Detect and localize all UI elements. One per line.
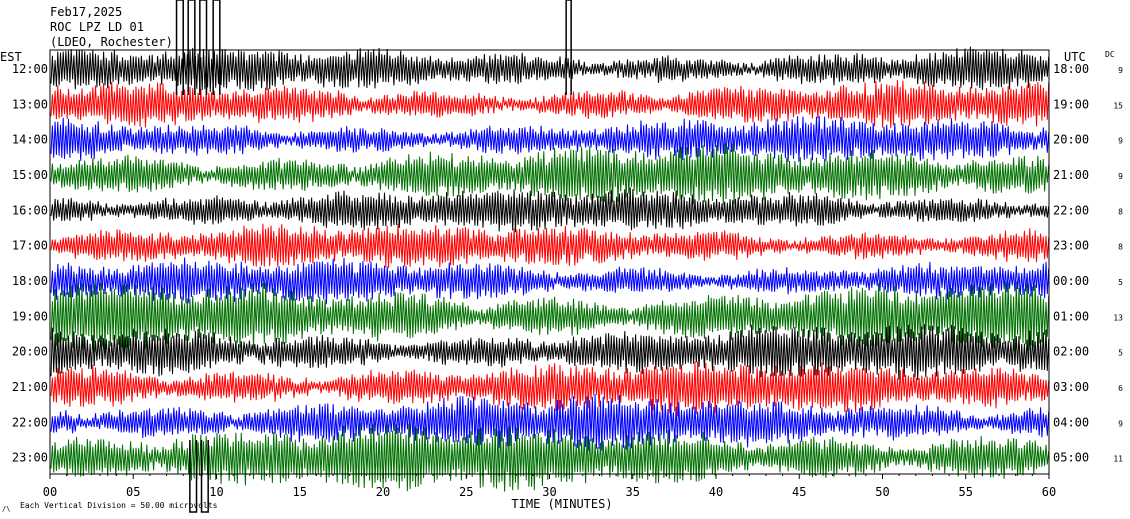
row-dc-value: 9 <box>1118 137 1123 146</box>
trace-2200 <box>50 394 1050 451</box>
row-label-local: 23:00 <box>12 451 48 465</box>
scale-note: Each Vertical Division = 50.00 microvolt… <box>20 501 218 510</box>
row-label-local: 19:00 <box>12 309 48 323</box>
trace-2100 <box>50 361 1050 417</box>
x-tick-label: 10 <box>209 485 223 499</box>
trace-1300 <box>50 79 1050 129</box>
calibration-pulse <box>212 0 221 95</box>
row-dc-value: 13 <box>1113 313 1123 322</box>
header-date: Feb17,2025 <box>50 5 122 19</box>
row-labels: 12:00 18:00 9 13:00 19:00 15 14:00 20:00 9 15:00 2… <box>12 62 1123 465</box>
header-station: ROC LPZ LD 01 <box>50 20 144 34</box>
row-dc-value: 5 <box>1118 278 1123 287</box>
row-label-utc: 18:00 <box>1053 62 1089 76</box>
trace-1700 <box>50 223 1050 268</box>
row-dc-value: 9 <box>1118 419 1123 428</box>
x-tick-label: 45 <box>792 485 806 499</box>
row-label-local: 14:00 <box>12 133 48 147</box>
x-tick-label: 15 <box>293 485 307 499</box>
trace-1500 <box>50 142 1050 206</box>
row-label-local: 21:00 <box>12 380 48 394</box>
x-tick-label: 50 <box>875 485 889 499</box>
row-label-local: 16:00 <box>12 203 48 217</box>
row-label-local: 15:00 <box>12 168 48 182</box>
calibration-pulse <box>565 0 572 95</box>
row-dc-value: 15 <box>1113 101 1123 110</box>
row-label-utc: 23:00 <box>1053 239 1089 253</box>
row-label-local: 12:00 <box>12 62 48 76</box>
trace-1900 <box>50 280 1050 353</box>
calibration-pulse <box>175 0 184 95</box>
trace-1200 <box>50 46 1050 92</box>
row-label-local: 17:00 <box>12 239 48 253</box>
x-tick-label: 60 <box>1042 485 1056 499</box>
x-axis-ticks: 00 05 10 15 20 25 30 35 40 45 50 55 60 <box>43 474 1056 499</box>
x-tick-label: 20 <box>376 485 390 499</box>
row-label-utc: 20:00 <box>1053 133 1089 147</box>
row-dc-value: 5 <box>1118 349 1123 358</box>
x-tick-label: 05 <box>126 485 140 499</box>
row-label-utc: 00:00 <box>1053 274 1089 288</box>
row-dc-value: 6 <box>1118 384 1123 393</box>
trace-2000 <box>50 324 1050 381</box>
row-label-local: 18:00 <box>12 274 48 288</box>
trace-1400 <box>50 115 1050 162</box>
trace-1800 <box>50 257 1050 305</box>
row-label-utc: 19:00 <box>1053 97 1089 111</box>
x-tick-label: 00 <box>43 485 57 499</box>
x-axis-title: TIME (MINUTES) <box>511 497 612 511</box>
row-label-utc: 01:00 <box>1053 309 1089 323</box>
row-dc-value: 11 <box>1113 455 1123 464</box>
calibration-pulse <box>187 0 196 95</box>
row-label-local: 20:00 <box>12 345 48 359</box>
row-label-local: 22:00 <box>12 415 48 429</box>
row-dc-value: 9 <box>1118 66 1123 75</box>
row-dc-value: 8 <box>1118 243 1123 252</box>
row-dc-value: 8 <box>1118 207 1123 216</box>
header-network: (LDEO, Rochester) <box>50 35 173 49</box>
row-label-utc: 03:00 <box>1053 380 1089 394</box>
seismic-traces <box>50 0 1050 513</box>
row-label-utc: 02:00 <box>1053 345 1089 359</box>
right-timezone-label: UTC <box>1064 50 1086 64</box>
row-dc-value: 9 <box>1118 172 1123 181</box>
row-label-utc: 22:00 <box>1053 203 1089 217</box>
x-tick-label: 55 <box>959 485 973 499</box>
dc-label: DC <box>1105 50 1115 59</box>
trace-2300 <box>50 423 1050 492</box>
x-tick-label: 40 <box>709 485 723 499</box>
row-label-utc: 05:00 <box>1053 451 1089 465</box>
x-tick-label: 25 <box>459 485 473 499</box>
x-tick-label: 35 <box>626 485 640 499</box>
trace-1600 <box>50 187 1050 233</box>
row-label-utc: 21:00 <box>1053 168 1089 182</box>
x-tick-label: 30 <box>542 485 556 499</box>
scale-marker: /\ <box>2 505 10 513</box>
calibration-pulse <box>200 440 209 513</box>
calibration-pulse <box>199 0 208 95</box>
left-timezone-label: EST <box>0 50 22 64</box>
row-label-local: 13:00 <box>12 97 48 111</box>
row-label-utc: 04:00 <box>1053 415 1089 429</box>
calibration-pulse <box>189 440 198 513</box>
